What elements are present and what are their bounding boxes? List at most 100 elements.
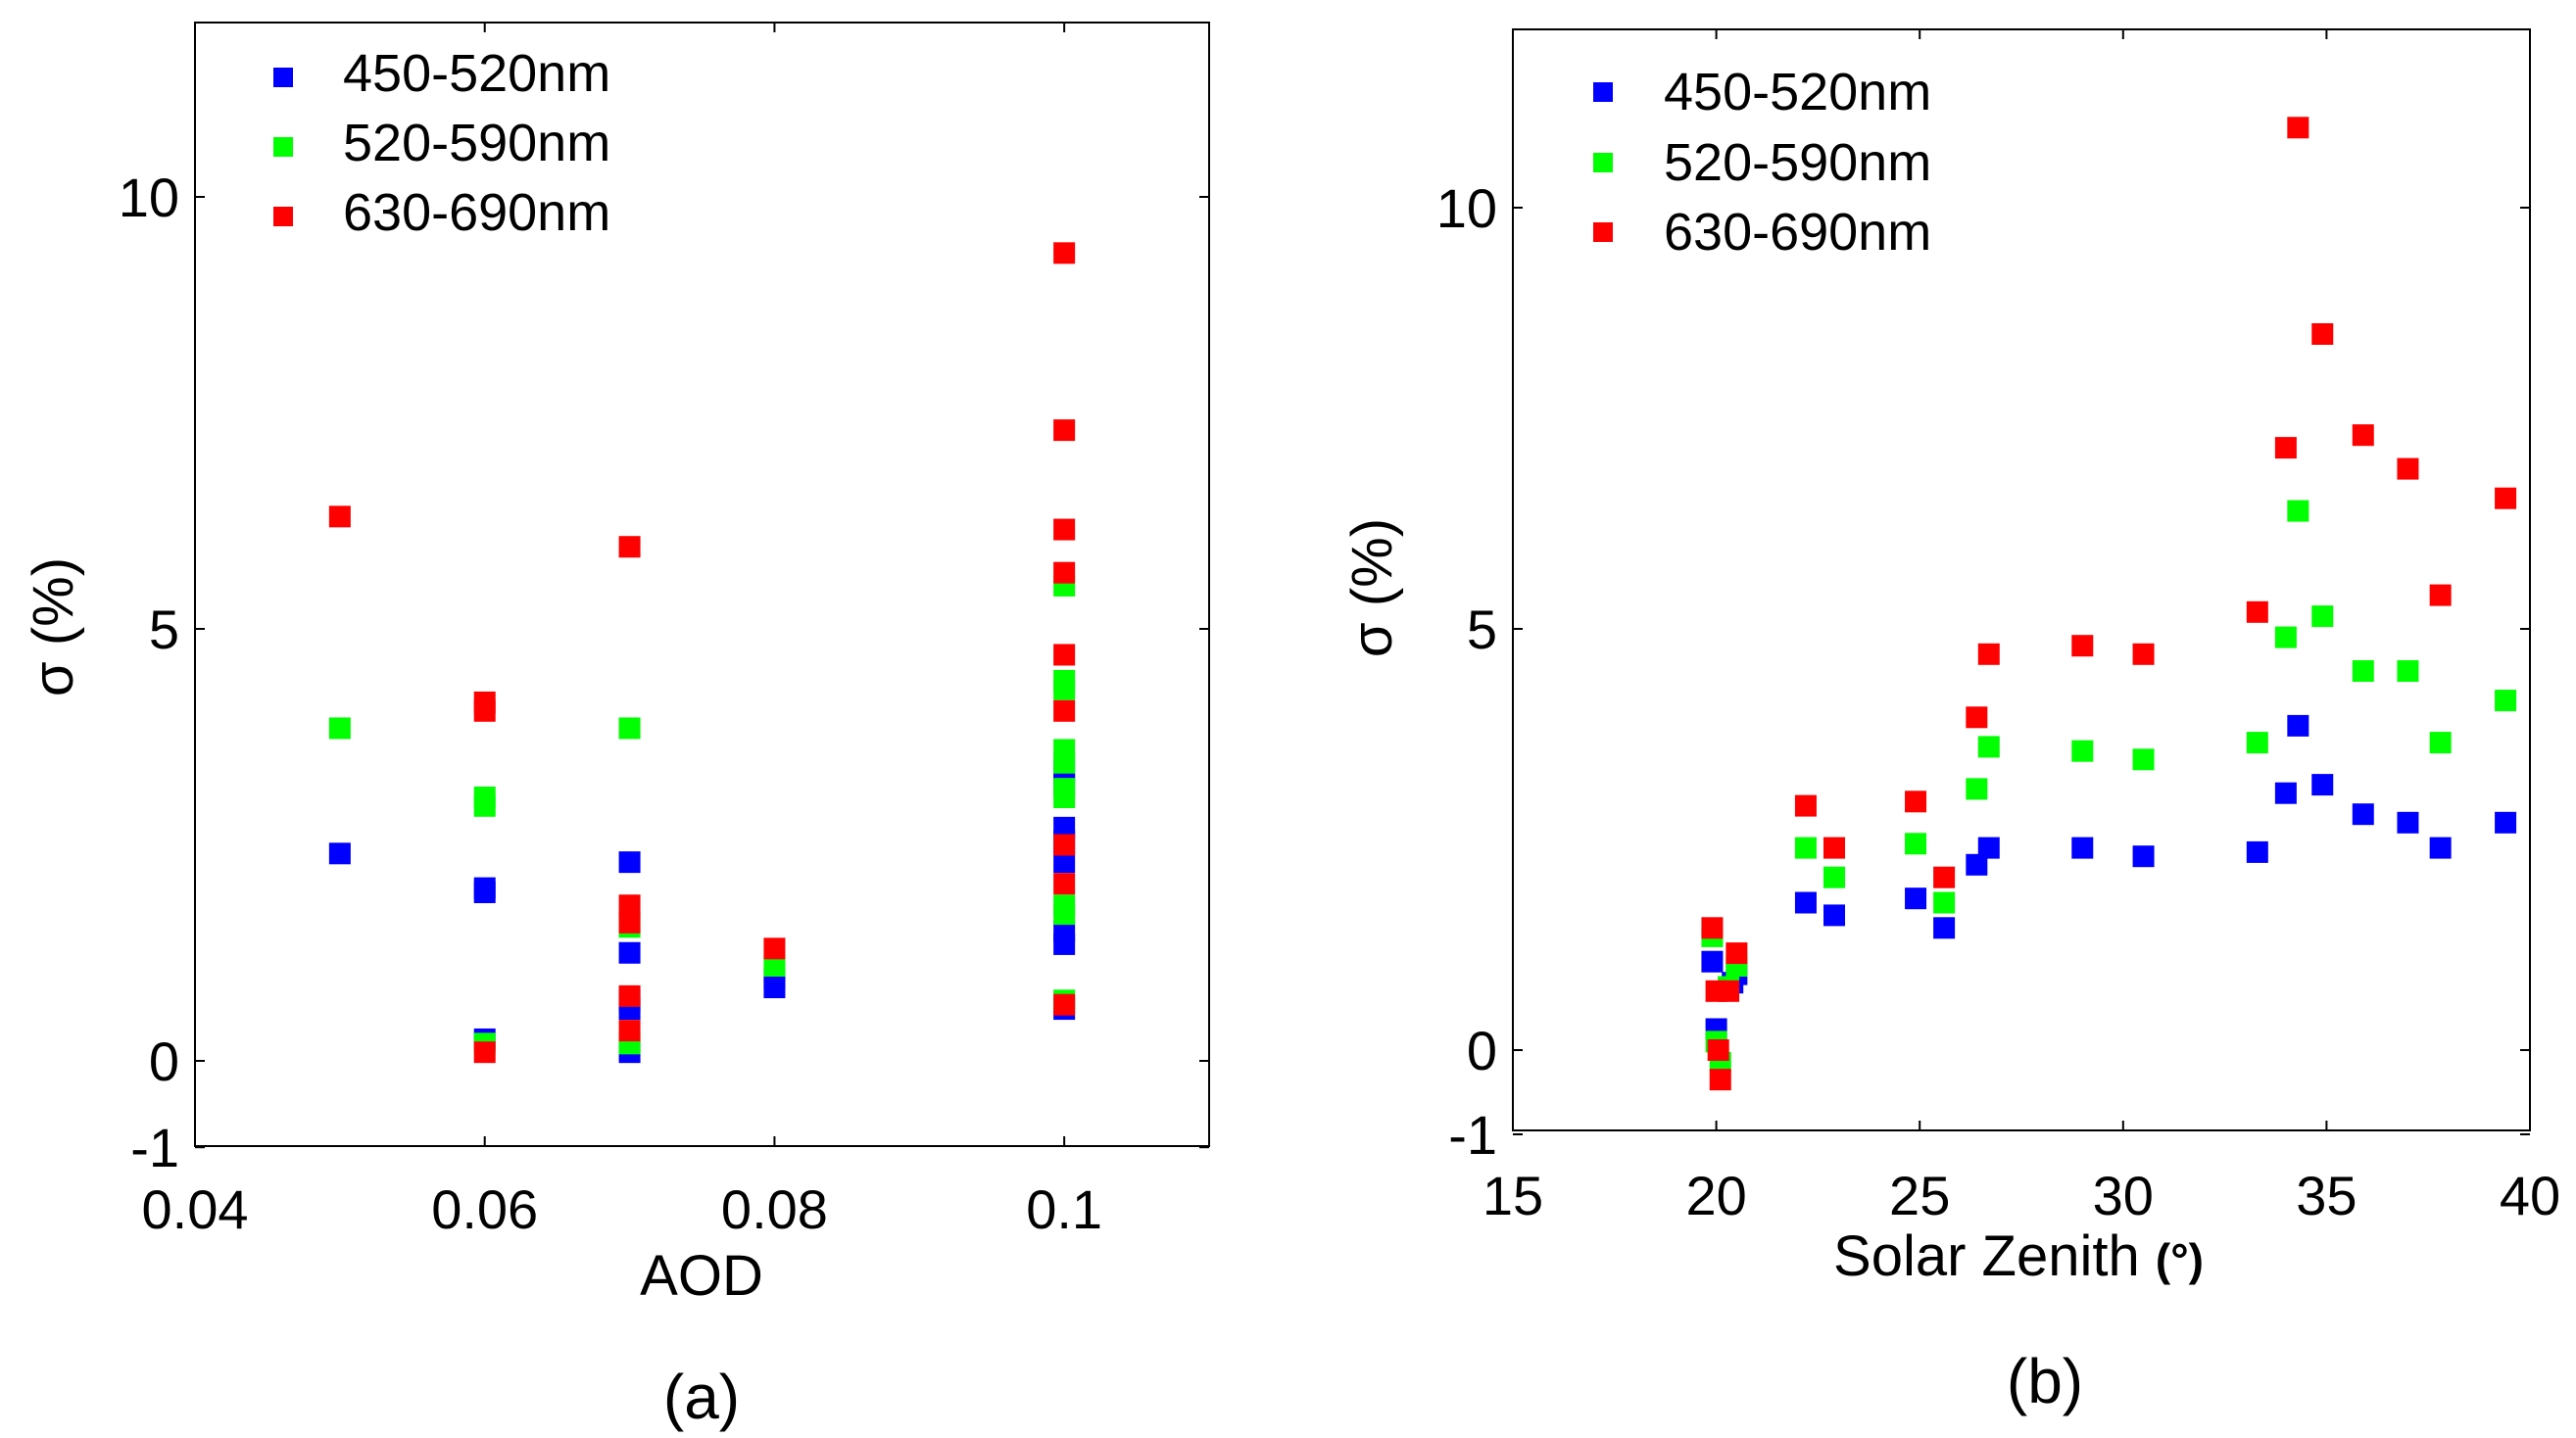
axis-ticks-a [194, 23, 1209, 1149]
data-point [2132, 748, 2155, 771]
data-point [1823, 866, 1846, 888]
y-tick-label: 10 [1436, 177, 1497, 239]
data-point [618, 984, 641, 1007]
x-tick-label: 25 [1889, 1165, 1950, 1226]
data-point [1053, 419, 1076, 442]
data-point [1933, 917, 1956, 939]
data-point [1966, 706, 1988, 729]
data-point [618, 894, 641, 917]
data-point [763, 937, 786, 960]
data-point [473, 699, 496, 722]
y-tick-label: 10 [119, 167, 179, 228]
data-point [473, 1041, 496, 1064]
data-point [328, 842, 351, 865]
data-point [1966, 853, 1988, 876]
y-tick-labels-b: -1 0 5 10 [1436, 177, 1497, 1166]
y-tick-label: 0 [1467, 1020, 1497, 1081]
x-tick-label: 20 [1685, 1165, 1746, 1226]
data-point [618, 717, 641, 740]
data-point [328, 717, 351, 740]
data-point [2246, 600, 2268, 623]
data-point [2397, 660, 2419, 682]
legend-marker [1593, 82, 1613, 102]
data-point [1053, 834, 1076, 856]
legend-item: 630-690nm [273, 183, 610, 242]
y-tick-label: -1 [130, 1117, 179, 1178]
data-point [1966, 778, 1988, 800]
data-point [1977, 736, 2000, 758]
data-point [2132, 845, 2155, 868]
data-point [473, 794, 496, 817]
data-point [618, 941, 641, 964]
data-point [618, 536, 641, 558]
chart-panel-a: -1 0 5 10 0.04 0.06 0.08 0.1 AOD σ (%) (a) 450… [22, 22, 1210, 1432]
data-point [2495, 690, 2517, 712]
legend-item: 450-520nm [1593, 63, 1931, 121]
data-point [1725, 942, 1748, 965]
data-point [2397, 811, 2419, 834]
data-point [1053, 644, 1076, 666]
legend-label: 450-520nm [343, 44, 610, 103]
y-tick-label: 0 [149, 1031, 179, 1092]
legend-label: 520-590nm [343, 114, 610, 172]
data-point [1709, 1069, 1731, 1091]
data-point [1053, 873, 1076, 895]
y-tick-label: 5 [1467, 599, 1497, 660]
data-points-a [328, 242, 1076, 1064]
x-axis-label-b: Solar Zenith (°) [1833, 1224, 2204, 1288]
legend-b: 450-520nm 520-590nm 630-690nm [1593, 63, 1931, 262]
legend-label: 630-690nm [343, 183, 610, 242]
data-point [1701, 950, 1724, 973]
data-point [328, 505, 351, 528]
data-point [618, 851, 641, 874]
legend-marker [273, 137, 293, 157]
data-point [618, 1020, 641, 1042]
data-point [1933, 866, 1956, 888]
data-point [1053, 678, 1076, 700]
data-point [763, 954, 786, 977]
data-point [2495, 811, 2517, 834]
legend-item: 450-520nm [273, 44, 610, 103]
x-axis-label-text-b: Solar Zenith [1833, 1224, 2140, 1288]
data-point [2132, 643, 2155, 665]
data-point [1053, 933, 1076, 955]
x-tick-label: 30 [2093, 1165, 2154, 1226]
data-point [1053, 518, 1076, 541]
data-point [1794, 837, 1817, 859]
data-point [2397, 457, 2419, 480]
x-tick-labels-a: 0.04 0.06 0.08 0.1 [142, 1178, 1103, 1240]
legend-marker [273, 68, 293, 87]
legend-label: 450-520nm [1664, 63, 1931, 121]
data-point [2287, 714, 2309, 737]
data-point [1823, 837, 1846, 859]
data-point [2352, 803, 2374, 826]
legend-label: 630-690nm [1664, 203, 1931, 262]
data-point [473, 882, 496, 904]
data-point [1053, 242, 1076, 264]
data-point [1977, 643, 2000, 665]
plot-frame-b [1512, 28, 2531, 1131]
data-points-b [1701, 117, 2517, 1091]
data-point [2352, 660, 2374, 682]
data-point [1905, 791, 1927, 813]
data-point [1905, 887, 1927, 910]
data-point [1718, 980, 1740, 1002]
x-tick-labels-b: 15 20 25 30 35 40 [1482, 1165, 2560, 1226]
data-point [2071, 635, 2094, 657]
data-point [2311, 605, 2334, 628]
data-point [1823, 904, 1846, 927]
y-axis-label-a: σ (%) [22, 557, 85, 696]
data-point [2071, 740, 2094, 762]
data-point [2274, 626, 2297, 648]
data-point [1053, 699, 1076, 722]
panel-label-b: (b) [2007, 1346, 2083, 1416]
legend-a: 450-520nm 520-590nm 630-690nm [273, 44, 610, 242]
data-point [1053, 851, 1076, 874]
data-point [618, 911, 641, 934]
data-point [2246, 840, 2268, 863]
x-tick-label: 0.1 [1026, 1178, 1102, 1240]
y-axis-label-b: σ (%) [1340, 518, 1404, 657]
data-point [1053, 786, 1076, 808]
data-point [1905, 833, 1927, 855]
data-point [2274, 782, 2297, 804]
